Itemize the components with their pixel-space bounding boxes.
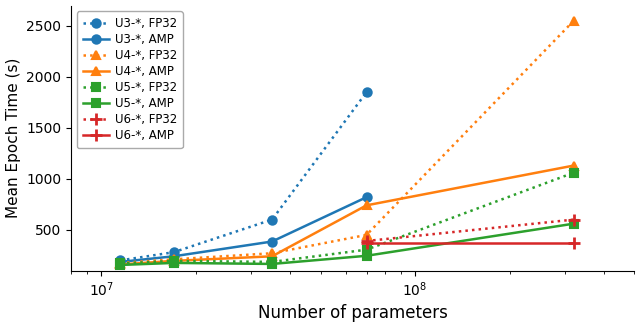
U4-*, AMP bbox=[570, 164, 577, 168]
U4-*, AMP bbox=[116, 262, 124, 266]
Line: U3-*, AMP: U3-*, AMP bbox=[116, 193, 371, 266]
Legend: U3-*, FP32, U3-*, AMP, U4-*, FP32, U4-*, AMP, U5-*, FP32, U5-*, AMP, U6-*, FP32,: U3-*, FP32, U3-*, AMP, U4-*, FP32, U4-*,… bbox=[77, 11, 183, 148]
U4-*, AMP bbox=[170, 259, 177, 263]
U4-*, FP32 bbox=[116, 261, 124, 265]
Line: U4-*, AMP: U4-*, AMP bbox=[116, 161, 578, 269]
U3-*, AMP bbox=[170, 254, 177, 258]
U5-*, AMP bbox=[268, 262, 276, 266]
Line: U5-*, FP32: U5-*, FP32 bbox=[116, 169, 578, 268]
U6-*, AMP bbox=[363, 240, 371, 244]
U3-*, FP32 bbox=[268, 218, 276, 222]
U3-*, AMP bbox=[363, 195, 371, 199]
U5-*, FP32 bbox=[570, 171, 577, 175]
U5-*, FP32 bbox=[268, 260, 276, 264]
U5-*, AMP bbox=[116, 263, 124, 267]
U5-*, AMP bbox=[363, 254, 371, 258]
U5-*, FP32 bbox=[363, 248, 371, 252]
U4-*, FP32 bbox=[268, 251, 276, 255]
U6-*, FP32 bbox=[570, 218, 577, 222]
U6-*, AMP bbox=[570, 240, 577, 244]
Line: U6-*, AMP: U6-*, AMP bbox=[360, 236, 580, 249]
U4-*, AMP bbox=[363, 203, 371, 207]
U3-*, FP32 bbox=[363, 90, 371, 94]
U4-*, FP32 bbox=[170, 257, 177, 261]
Line: U3-*, FP32: U3-*, FP32 bbox=[116, 88, 371, 265]
U5-*, FP32 bbox=[170, 259, 177, 263]
U3-*, FP32 bbox=[116, 258, 124, 262]
Line: U4-*, FP32: U4-*, FP32 bbox=[116, 17, 578, 267]
U5-*, AMP bbox=[170, 261, 177, 265]
U4-*, FP32 bbox=[363, 233, 371, 237]
Line: U5-*, AMP: U5-*, AMP bbox=[116, 219, 578, 269]
U5-*, AMP bbox=[570, 222, 577, 226]
U3-*, AMP bbox=[116, 260, 124, 264]
U3-*, FP32 bbox=[170, 250, 177, 254]
X-axis label: Number of parameters: Number of parameters bbox=[258, 304, 447, 322]
Y-axis label: Mean Epoch Time (s): Mean Epoch Time (s) bbox=[6, 58, 20, 218]
U4-*, FP32 bbox=[570, 19, 577, 23]
Line: U6-*, FP32: U6-*, FP32 bbox=[360, 213, 580, 247]
U5-*, FP32 bbox=[116, 261, 124, 265]
U3-*, AMP bbox=[268, 239, 276, 243]
U6-*, FP32 bbox=[363, 239, 371, 243]
U4-*, AMP bbox=[268, 254, 276, 258]
